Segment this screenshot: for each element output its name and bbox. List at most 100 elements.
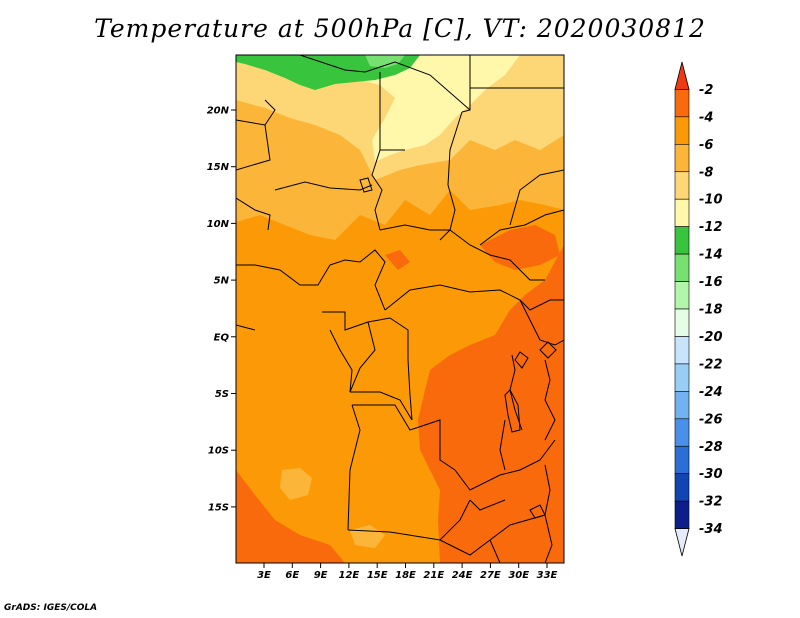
lat-tick-label: 10S — [208, 446, 229, 457]
lat-tick-label: 15N — [207, 162, 230, 173]
lat-tick-label: 5N — [214, 276, 230, 287]
lake-outline — [539, 341, 557, 359]
colorbar-swatch — [674, 89, 690, 118]
colorbar-swatch — [674, 445, 690, 475]
border-line — [379, 224, 545, 281]
colorbar-label: -4 — [699, 110, 713, 125]
colorbar-swatch — [674, 281, 690, 310]
colorbar-label: -8 — [699, 165, 713, 180]
border-line — [371, 72, 383, 231]
border-line — [461, 55, 471, 113]
lat-tick-label: EQ — [214, 332, 230, 343]
colorbar-label: -18 — [699, 303, 723, 318]
band-warm-spot — [385, 250, 410, 270]
lon-tick-label: 3E — [257, 570, 271, 581]
colorbar-swatch — [674, 171, 690, 200]
colorbar-cap-bottom — [674, 528, 690, 557]
border-line — [544, 359, 556, 441]
lon-tick-label: 12E — [339, 570, 360, 581]
border-line — [236, 124, 271, 171]
lon-tick-label: 18E — [395, 570, 416, 581]
colorbar-swatch — [674, 473, 690, 502]
colorbar-swatch — [674, 116, 690, 145]
colorbar-swatch — [674, 198, 690, 227]
temperature-field — [236, 55, 564, 563]
colorbar-label: -26 — [699, 412, 723, 427]
lon-tick-label: 21E — [423, 570, 444, 581]
plot-frame — [235, 54, 565, 564]
band-warm-east — [418, 245, 564, 563]
lon-tick-label: 27E — [480, 570, 501, 581]
grads-credit: GrADS: IGES/COLA — [4, 603, 98, 613]
colorbar-label: -24 — [699, 385, 723, 400]
lon-tick-label: 6E — [285, 570, 299, 581]
colorbar-label: -32 — [699, 495, 723, 510]
lon-tick-label: 24E — [452, 570, 473, 581]
border-line — [352, 404, 456, 471]
colorbar-cap-top — [674, 61, 690, 90]
colorbar-swatch — [674, 226, 690, 255]
longitude-axis: 3E 6E 9E 12E 15E 18E 21E 24E 27E 30E 33E — [257, 563, 558, 581]
lat-tick-label: 5S — [215, 389, 229, 400]
border-line — [499, 419, 506, 471]
border-line — [236, 197, 271, 231]
border-line — [329, 329, 353, 393]
border-line — [236, 324, 256, 331]
border-line — [329, 249, 386, 311]
lat-tick-label: 15S — [208, 502, 229, 513]
lake-outline — [529, 504, 546, 519]
border-line — [439, 111, 463, 241]
colorbar-swatch — [674, 253, 690, 282]
colorbar-label: -2 — [699, 83, 713, 98]
latitude-axis: 20N 15N 10N 5N EQ 5S 10S 15S — [207, 106, 236, 513]
colorbar-swatch — [674, 336, 690, 365]
border-line — [347, 404, 361, 531]
lon-tick-label: 33E — [537, 570, 558, 581]
colorbar-label: -16 — [699, 275, 723, 290]
lake-outline — [359, 177, 373, 193]
colorbar-swatch — [674, 308, 690, 337]
border-line — [489, 539, 501, 563]
border-line — [299, 55, 471, 111]
border-line — [479, 209, 564, 246]
border-line — [274, 181, 373, 191]
colorbar-label: -12 — [699, 220, 723, 235]
border-line — [236, 99, 276, 126]
band-warm-northeast — [480, 225, 560, 270]
country-borders — [236, 55, 564, 563]
border-line — [236, 264, 331, 286]
colorbar: -2 -4 -6 -8 -10 -12 -14 -16 -18 -20 -22 -24 -26 -28 -3… — [674, 61, 723, 557]
colorbar-label: -20 — [699, 330, 723, 345]
colorbar-label: -28 — [699, 440, 723, 455]
colorbar-swatch — [674, 500, 690, 529]
colorbar-label: -30 — [699, 467, 723, 482]
colorbar-label: -6 — [699, 138, 713, 153]
lon-tick-label: 15E — [367, 570, 388, 581]
map-title: Temperature at 500hPa [C], VT: 202003081… — [94, 14, 706, 43]
band-coolest-north — [330, 55, 520, 162]
colorbar-label: -10 — [699, 193, 723, 208]
border-line — [349, 321, 376, 393]
colorbar-label: -22 — [699, 357, 723, 372]
colorbar-swatch — [674, 418, 690, 447]
colorbar-swatch — [674, 391, 690, 420]
lon-tick-label: 9E — [314, 570, 328, 581]
band-warm-southwest — [236, 470, 345, 563]
border-line — [350, 391, 413, 421]
lon-tick-label: 30E — [508, 570, 529, 581]
lat-tick-label: 10N — [207, 219, 230, 230]
border-line — [322, 311, 391, 331]
border-line — [519, 299, 564, 311]
border-line — [509, 169, 564, 226]
border-line — [469, 499, 506, 511]
lat-tick-label: 20N — [207, 106, 230, 117]
lake-outline — [514, 351, 529, 369]
colorbar-swatch — [674, 144, 690, 173]
colorbar-label: -14 — [699, 248, 723, 263]
lake-outline — [504, 389, 521, 433]
colorbar-label: -34 — [699, 522, 723, 537]
border-line — [454, 439, 556, 491]
band-lightgreen-north — [365, 55, 405, 68]
border-line — [389, 317, 413, 421]
